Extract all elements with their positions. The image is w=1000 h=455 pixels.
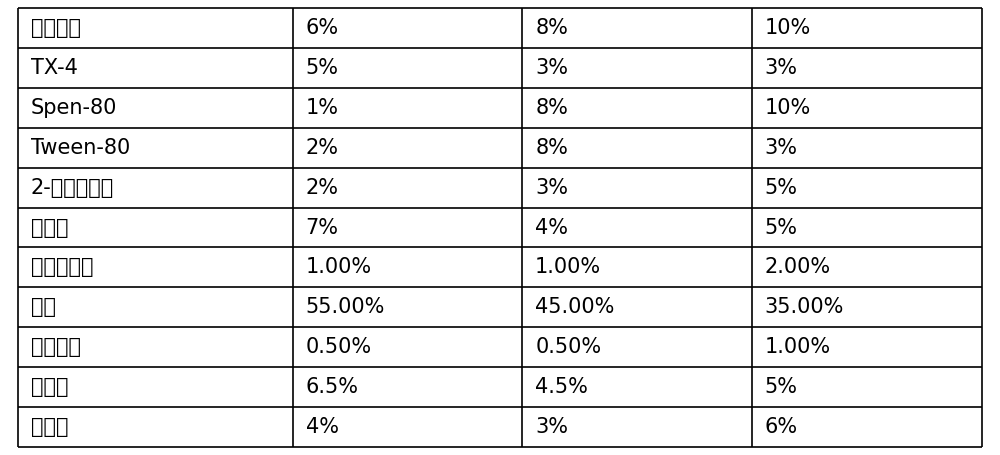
Text: TX-4: TX-4 xyxy=(31,58,78,78)
Text: 8%: 8% xyxy=(535,18,568,38)
Text: 4%: 4% xyxy=(535,217,568,238)
Text: 35.00%: 35.00% xyxy=(765,297,844,317)
Text: 3%: 3% xyxy=(765,58,798,78)
Text: 8%: 8% xyxy=(535,138,568,158)
Text: 7%: 7% xyxy=(306,217,339,238)
Text: 8%: 8% xyxy=(535,98,568,118)
Text: 10%: 10% xyxy=(765,98,811,118)
Text: 3%: 3% xyxy=(765,138,798,158)
Text: 苯并三氮鑕: 苯并三氮鑕 xyxy=(31,258,94,278)
Text: 55.00%: 55.00% xyxy=(306,297,385,317)
Text: 4.5%: 4.5% xyxy=(535,377,588,397)
Text: 1.00%: 1.00% xyxy=(535,258,601,278)
Text: 3%: 3% xyxy=(535,177,568,197)
Text: 0.50%: 0.50% xyxy=(306,337,372,357)
Text: 5%: 5% xyxy=(765,377,798,397)
Text: 5%: 5% xyxy=(765,217,798,238)
Text: 硕酸酯: 硕酸酯 xyxy=(31,417,68,437)
Text: 5%: 5% xyxy=(306,58,339,78)
Text: 5%: 5% xyxy=(765,177,798,197)
Text: 1.00%: 1.00% xyxy=(306,258,372,278)
Text: 3%: 3% xyxy=(535,58,568,78)
Text: 6%: 6% xyxy=(765,417,798,437)
Text: 2%: 2% xyxy=(306,138,339,158)
Text: 6%: 6% xyxy=(306,18,339,38)
Text: 4%: 4% xyxy=(306,417,339,437)
Text: 2-甲氧基苯酚: 2-甲氧基苯酚 xyxy=(31,177,114,197)
Text: 油酸: 油酸 xyxy=(31,297,56,317)
Text: 环烷酸铁: 环烷酸铁 xyxy=(31,337,81,357)
Text: 2.00%: 2.00% xyxy=(765,258,831,278)
Text: Spen-80: Spen-80 xyxy=(31,98,117,118)
Text: 四氢吶喂: 四氢吶喂 xyxy=(31,18,81,38)
Text: 45.00%: 45.00% xyxy=(535,297,615,317)
Text: 0.50%: 0.50% xyxy=(535,337,601,357)
Text: 乙醇胺: 乙醇胺 xyxy=(31,377,68,397)
Text: 3%: 3% xyxy=(535,417,568,437)
Text: 1.00%: 1.00% xyxy=(765,337,831,357)
Text: 2%: 2% xyxy=(306,177,339,197)
Text: Tween-80: Tween-80 xyxy=(31,138,130,158)
Text: 1%: 1% xyxy=(306,98,339,118)
Text: 10%: 10% xyxy=(765,18,811,38)
Text: 二乙胺: 二乙胺 xyxy=(31,217,68,238)
Text: 6.5%: 6.5% xyxy=(306,377,359,397)
